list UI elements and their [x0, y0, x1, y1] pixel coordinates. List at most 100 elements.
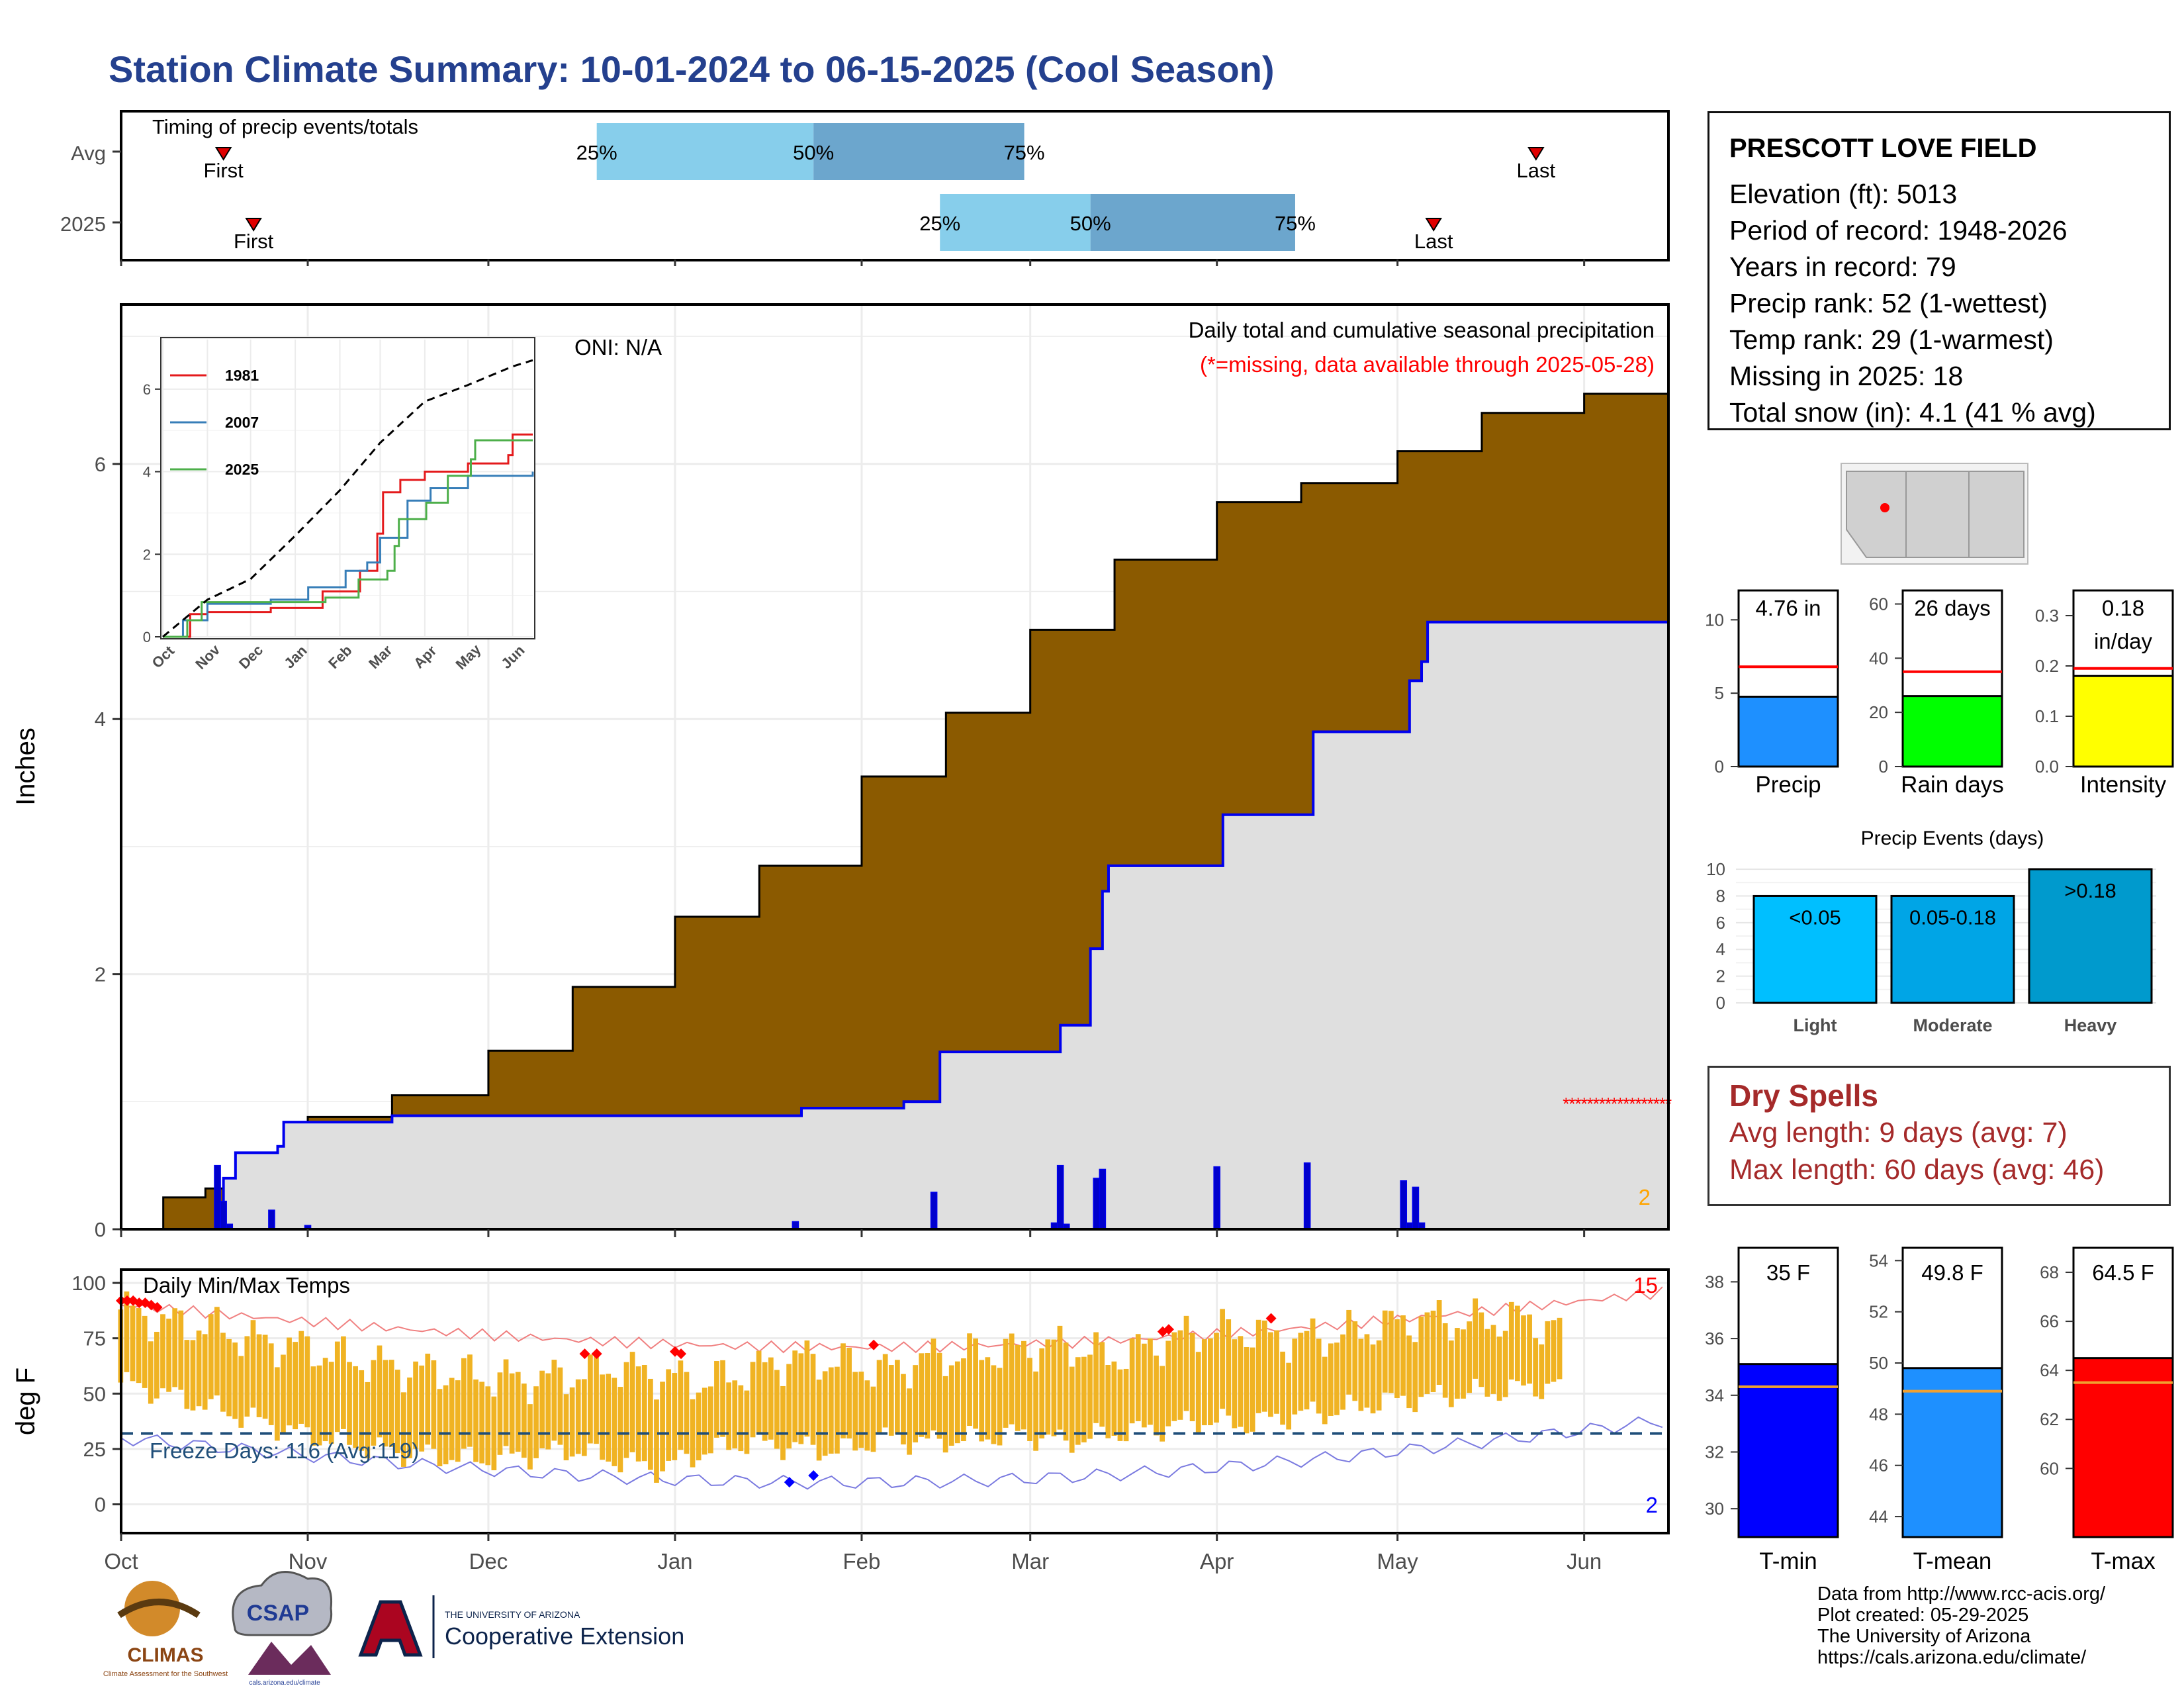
daily-temp-bar	[913, 1365, 919, 1442]
daily-temp-bar	[1515, 1305, 1520, 1382]
missing-day-marker: *	[1581, 1094, 1588, 1113]
ua-bottom-text: Cooperative Extension	[445, 1622, 684, 1650]
daily-temp-bar	[756, 1350, 762, 1432]
daily-temp-bar	[539, 1370, 545, 1448]
events-tick-label: 6	[1716, 913, 1725, 933]
daily-precip-bar	[220, 1200, 227, 1230]
station-info-line: Period of record: 1948-2026	[1729, 215, 2068, 246]
daily-temp-bar	[822, 1371, 828, 1456]
station-info-line: Total snow (in): 4.1 (41 % avg)	[1729, 397, 2096, 428]
daily-temp-bar	[1424, 1312, 1430, 1394]
temp-y-tick-label: 50	[83, 1382, 106, 1405]
daily-temp-bar	[304, 1336, 310, 1428]
daily-temp-bar	[702, 1387, 707, 1455]
precip-frame	[120, 303, 1670, 1231]
mini-precip-bar	[2072, 675, 2174, 768]
daily-temp-bar	[551, 1360, 557, 1441]
record-max-marker	[868, 1339, 880, 1350]
daily-temp-bar	[1545, 1321, 1551, 1384]
mini-precip-tick-label: 10	[1705, 610, 1724, 630]
missing-day-marker: *	[1653, 1094, 1660, 1113]
daily-temp-bar	[124, 1291, 130, 1372]
daily-temp-bar	[1220, 1309, 1225, 1409]
daily-temp-bar	[1093, 1332, 1099, 1423]
daily-temp-bar	[841, 1343, 846, 1438]
x-month-label: May	[1377, 1549, 1418, 1573]
record-max-marker	[122, 1295, 133, 1306]
daily-temp-bar	[1310, 1318, 1316, 1402]
daily-temp-bar	[443, 1385, 449, 1465]
daily-temp-bar	[1129, 1338, 1135, 1424]
mini-temp-bar	[2072, 1357, 2174, 1538]
daily-temp-bar	[1177, 1330, 1183, 1420]
daily-precip-bar	[1056, 1164, 1064, 1230]
quartile-label-75: 75%	[1004, 141, 1045, 164]
mini-precip-tick-label: 40	[1869, 648, 1888, 668]
daily-temp-bar	[575, 1379, 581, 1454]
first-event-label: First	[204, 159, 244, 182]
daily-temp-bar	[1226, 1319, 1232, 1416]
mini-temp-tick-label: 68	[2040, 1262, 2059, 1282]
missing-day-marker: *	[1605, 1094, 1612, 1113]
daily-precip-bar	[1099, 1168, 1107, 1230]
daily-temp-bar	[172, 1308, 178, 1387]
station-info-line: Elevation (ft): 5013	[1729, 179, 1958, 209]
daily-temp-bar	[810, 1354, 816, 1445]
temp-y-tick-label: 0	[95, 1493, 106, 1517]
daily-temp-bar	[1490, 1325, 1496, 1394]
mini-precip-value-label: in/day	[2094, 629, 2153, 653]
daily-temp-bar	[497, 1372, 503, 1455]
daily-temp-bar	[365, 1382, 371, 1459]
daily-temp-bar	[1346, 1309, 1352, 1395]
daily-temp-bar	[437, 1389, 443, 1467]
freeze-days-label: Freeze Days: 116 (Avg:119)	[150, 1438, 419, 1463]
missing-day-marker: *	[1569, 1094, 1575, 1113]
mini-precip-tick-label: 0.1	[2035, 706, 2059, 726]
daily-precip-bar	[268, 1209, 275, 1230]
credits: Data from http://www.rcc-acis.org/ Plot …	[1817, 1583, 2105, 1668]
daily-temp-bar	[635, 1366, 641, 1462]
daily-temp-bar	[1484, 1329, 1490, 1397]
daily-temp-bar	[473, 1379, 478, 1462]
daily-temp-bar	[991, 1365, 997, 1444]
daily-temp-bar	[136, 1308, 142, 1383]
daily-temp-bar	[166, 1319, 171, 1392]
mini-precip-bar	[1901, 695, 2003, 768]
daily-temp-bar	[1388, 1311, 1394, 1393]
daily-temp-bar	[383, 1360, 388, 1447]
credit-line: Plot created: 05-29-2025	[1817, 1605, 2029, 1626]
daily-temp-bar	[623, 1362, 629, 1458]
daily-temp-bar	[750, 1362, 756, 1438]
mini-precip-tick-label: 0.2	[2035, 656, 2059, 676]
first-event-marker	[214, 147, 232, 161]
current-cumulative-line	[121, 620, 1668, 1231]
missing-day-marker: *	[1659, 1094, 1666, 1113]
daily-temp-bar	[160, 1314, 165, 1389]
daily-temp-bar	[359, 1370, 365, 1451]
daily-temp-bar	[196, 1330, 202, 1407]
x-month-label: Apr	[1200, 1549, 1234, 1573]
daily-temp-bar	[250, 1320, 256, 1408]
daily-temp-bar	[1003, 1338, 1009, 1428]
quartile-label-50: 50%	[1070, 212, 1111, 235]
daily-temp-bar	[1412, 1342, 1418, 1413]
quartile-label-50: 50%	[793, 141, 834, 164]
quartile-bar-upper	[1090, 194, 1295, 251]
dry-spells-avg: Avg length: 9 days (avg: 7)	[1729, 1117, 2068, 1149]
events-range-label: 0.05-0.18	[1909, 906, 1996, 929]
daily-temp-bar	[1364, 1334, 1370, 1408]
daily-temp-bar	[1322, 1356, 1328, 1425]
dry-spells-box: Dry Spells Avg length: 9 days (avg: 7) M…	[1707, 1066, 2171, 1206]
inset-y-tick-label: 2	[143, 546, 151, 563]
daily-temp-bar	[707, 1386, 713, 1454]
daily-temp-bar	[388, 1360, 394, 1447]
mini-precip-category-label: Precip	[1755, 772, 1821, 798]
daily-temp-bar	[846, 1347, 852, 1439]
mini-temp-tick-label: 62	[2040, 1409, 2059, 1429]
daily-temp-bar	[1195, 1352, 1201, 1432]
station-location-map	[1841, 463, 2028, 565]
x-month-label: Nov	[289, 1549, 328, 1573]
daily-temp-bar	[1238, 1336, 1244, 1427]
daily-temp-bar	[485, 1386, 491, 1466]
inset-y-tick-label: 6	[143, 381, 151, 398]
